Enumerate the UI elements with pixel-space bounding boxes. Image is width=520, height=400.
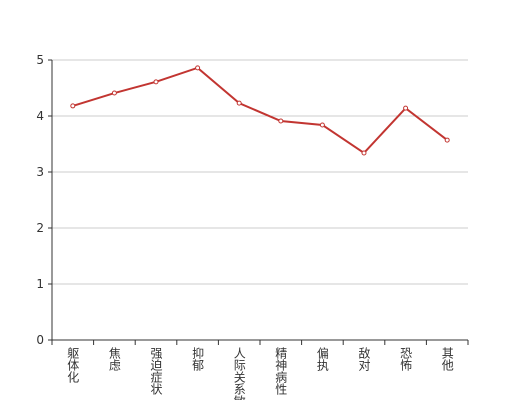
x-tick-label: 恐怖	[399, 347, 413, 371]
x-tick-label: 其他	[440, 347, 454, 371]
x-tick-label: 偏执	[315, 346, 329, 372]
y-tick-label: 5	[36, 53, 44, 67]
x-tick-label: 躯体化	[66, 346, 80, 384]
point	[111, 90, 117, 96]
line	[72, 66, 448, 155]
point	[195, 65, 201, 71]
y-tick-label: 2	[36, 221, 44, 235]
point	[361, 150, 367, 156]
y-tick-label: 3	[36, 165, 44, 179]
point	[444, 137, 450, 143]
x-tick-label: 强迫症状	[149, 347, 163, 395]
point	[70, 103, 76, 109]
y-tick-label: 0	[36, 333, 44, 347]
point	[319, 122, 325, 128]
y-tick-label: 4	[36, 109, 44, 123]
x-tick-label: 精神病性	[274, 347, 288, 396]
x-tick-label: 敌对	[357, 346, 371, 371]
x-tick-label: 人际关系敏感	[232, 347, 246, 400]
y-tick-label: 1	[36, 277, 44, 291]
point	[278, 118, 284, 124]
point	[403, 105, 409, 111]
point	[153, 79, 159, 85]
point	[236, 100, 242, 106]
x-tick-label: 抑郁	[191, 346, 205, 372]
x-tick-label: 焦虑	[107, 347, 121, 371]
